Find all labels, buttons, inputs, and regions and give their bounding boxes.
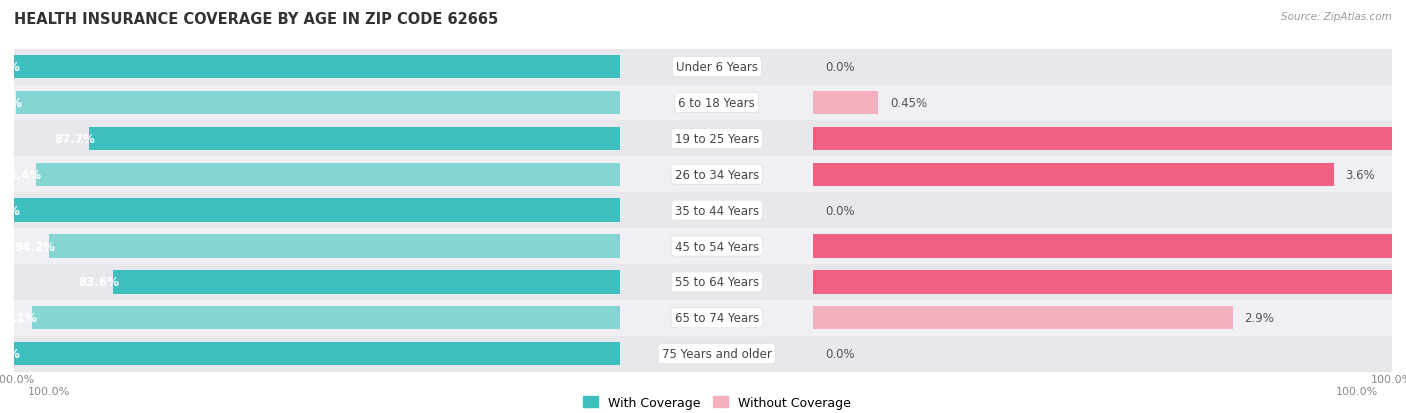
Bar xyxy=(0,336,1406,372)
Text: 100.0%: 100.0% xyxy=(0,347,20,360)
Text: 100.0%: 100.0% xyxy=(0,204,20,217)
Bar xyxy=(14,199,620,222)
Text: 3.6%: 3.6% xyxy=(1346,169,1375,181)
Text: 96.4%: 96.4% xyxy=(1,169,42,181)
Bar xyxy=(0,85,1406,121)
Text: 35 to 44 Years: 35 to 44 Years xyxy=(675,204,759,217)
Bar xyxy=(0,121,1406,157)
Bar xyxy=(17,92,620,115)
Bar xyxy=(0,85,1406,121)
Text: 97.1%: 97.1% xyxy=(0,311,38,325)
Text: 0.0%: 0.0% xyxy=(825,204,855,217)
Text: 19 to 25 Years: 19 to 25 Years xyxy=(675,133,759,145)
Bar xyxy=(0,264,1406,300)
Bar xyxy=(0,157,1406,193)
Bar xyxy=(0,300,1406,336)
Bar xyxy=(813,306,1233,330)
Text: 55 to 64 Years: 55 to 64 Years xyxy=(675,276,759,289)
Text: 94.2%: 94.2% xyxy=(14,240,55,253)
Bar xyxy=(0,336,1406,372)
Text: 26 to 34 Years: 26 to 34 Years xyxy=(675,169,759,181)
Text: 100.0%: 100.0% xyxy=(28,387,70,396)
Bar xyxy=(0,300,1406,336)
Bar xyxy=(813,92,879,115)
Bar xyxy=(0,228,1406,264)
Text: 0.0%: 0.0% xyxy=(825,347,855,360)
Bar xyxy=(813,235,1406,258)
Text: 65 to 74 Years: 65 to 74 Years xyxy=(675,311,759,325)
Bar xyxy=(0,300,1406,336)
Bar xyxy=(0,228,1406,264)
Text: Source: ZipAtlas.com: Source: ZipAtlas.com xyxy=(1281,12,1392,22)
Text: 83.6%: 83.6% xyxy=(79,276,120,289)
Bar xyxy=(0,121,1406,157)
Bar xyxy=(0,264,1406,300)
Text: Under 6 Years: Under 6 Years xyxy=(676,61,758,74)
Text: 0.0%: 0.0% xyxy=(825,61,855,74)
Bar xyxy=(813,163,1334,187)
Bar xyxy=(114,271,620,294)
Text: 75 Years and older: 75 Years and older xyxy=(662,347,772,360)
Bar xyxy=(0,264,1406,300)
Bar xyxy=(813,271,1406,294)
Text: 100.0%: 100.0% xyxy=(1336,387,1378,396)
Bar xyxy=(0,336,1406,372)
Bar xyxy=(0,85,1406,121)
Bar xyxy=(0,193,1406,228)
Text: 0.45%: 0.45% xyxy=(890,97,927,110)
Text: 100.0%: 100.0% xyxy=(0,61,20,74)
Bar xyxy=(0,50,1406,85)
Text: 45 to 54 Years: 45 to 54 Years xyxy=(675,240,759,253)
Bar xyxy=(0,193,1406,228)
Bar xyxy=(0,50,1406,85)
Bar xyxy=(813,127,1406,151)
Bar xyxy=(0,193,1406,228)
Bar xyxy=(37,163,620,187)
Bar xyxy=(32,306,620,330)
Bar xyxy=(89,127,620,151)
Bar xyxy=(0,228,1406,264)
Text: 6 to 18 Years: 6 to 18 Years xyxy=(679,97,755,110)
Bar xyxy=(49,235,620,258)
Bar xyxy=(14,342,620,366)
Text: 87.7%: 87.7% xyxy=(53,133,94,145)
Text: 2.9%: 2.9% xyxy=(1244,311,1274,325)
Text: 99.6%: 99.6% xyxy=(0,97,22,110)
Bar xyxy=(0,121,1406,157)
Bar xyxy=(0,157,1406,193)
Bar xyxy=(0,50,1406,85)
Legend: With Coverage, Without Coverage: With Coverage, Without Coverage xyxy=(578,391,856,413)
Text: HEALTH INSURANCE COVERAGE BY AGE IN ZIP CODE 62665: HEALTH INSURANCE COVERAGE BY AGE IN ZIP … xyxy=(14,12,498,27)
Bar xyxy=(14,56,620,79)
Bar xyxy=(0,157,1406,193)
